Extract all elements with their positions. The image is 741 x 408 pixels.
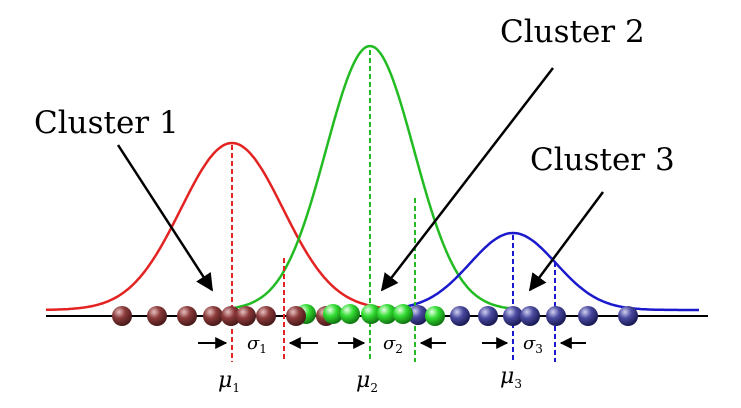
cluster-1-point [177, 306, 197, 326]
cluster-2-sigma-label: σ2 [383, 333, 403, 356]
cluster-3-point [503, 306, 523, 326]
cluster-2-point [361, 304, 381, 324]
cluster-1-point [256, 306, 276, 326]
cluster-1-point [236, 306, 256, 326]
cluster-2-point [425, 306, 445, 326]
cluster-1-gaussian-curve [46, 141, 420, 312]
cluster-2-pointer-arrow [380, 67, 554, 292]
cluster-3-point [578, 306, 598, 326]
cluster-2-point [393, 304, 413, 324]
cluster-2-mean-label: μ2 [356, 368, 378, 395]
cluster-1-title: Cluster 1 [34, 105, 179, 141]
cluster-3-pointer-arrow [528, 191, 605, 292]
cluster-3-gaussian-curve [394, 231, 699, 312]
cluster-1-point [203, 306, 223, 326]
cluster-1-mean-label: μ1 [218, 368, 240, 395]
cluster-3-title: Cluster 3 [530, 142, 675, 178]
cluster-1-point [221, 306, 241, 326]
cluster-2-point [340, 304, 360, 324]
cluster-3-point [618, 306, 638, 326]
cluster-1-point [112, 306, 132, 326]
cluster-2-point [377, 304, 397, 324]
cluster-3-point [450, 306, 470, 326]
cluster-2-gaussian-curve [234, 44, 520, 311]
cluster-1-pointer-arrow [116, 144, 214, 292]
data-points [112, 304, 638, 326]
cluster-3-mean-label: μ3 [500, 364, 522, 391]
cluster-3-sigma-label: σ3 [523, 333, 543, 356]
cluster-1-point [147, 306, 167, 326]
cluster-3-point [408, 305, 428, 325]
cluster-1-point [286, 306, 306, 326]
cluster-2-title: Cluster 2 [500, 14, 645, 50]
cluster-2-point [323, 304, 343, 324]
cluster-3-point [478, 306, 498, 326]
cluster-1-sigma-label: σ1 [247, 333, 267, 356]
cluster-3-point [546, 306, 566, 326]
cluster-3-point [520, 306, 540, 326]
